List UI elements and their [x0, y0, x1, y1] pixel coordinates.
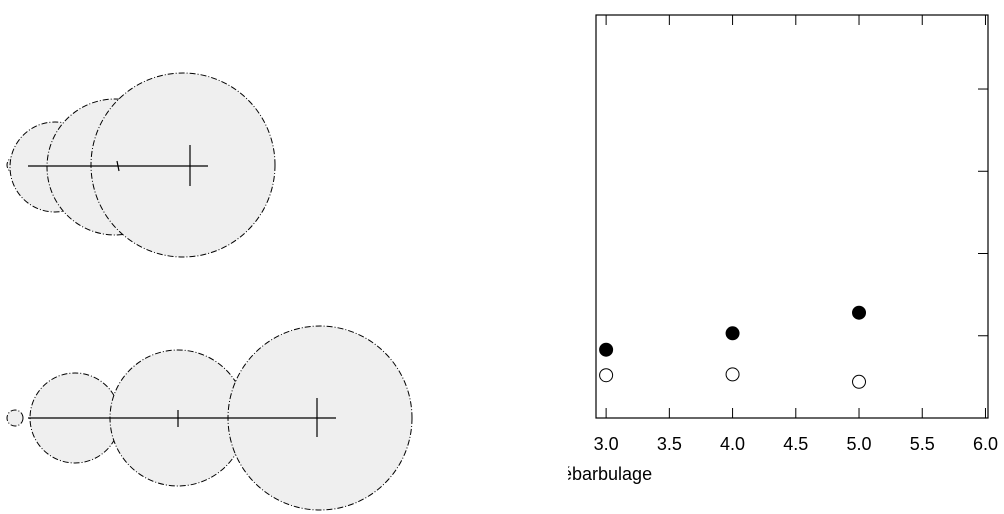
x-tick-label: 4.0	[720, 434, 745, 454]
point	[725, 326, 740, 341]
x-tick-label: 5.5	[910, 434, 935, 454]
x-tick-label: 4.5	[783, 434, 808, 454]
x-tick-label: 3.0	[594, 434, 619, 454]
x-axis-label: ébarbulage	[562, 464, 652, 484]
point	[725, 367, 740, 382]
point	[599, 342, 614, 357]
point	[852, 374, 867, 389]
plot-frame	[595, 14, 989, 419]
point	[852, 305, 867, 320]
crop-mask	[430, 440, 568, 500]
x-tick-label: 6.0	[973, 434, 998, 454]
point	[599, 368, 614, 383]
x-tick-label: 3.5	[657, 434, 682, 454]
shape-diagram-bottom	[6, 325, 413, 511]
x-tick-label: 5.0	[847, 434, 872, 454]
shape-diagram-top	[6, 72, 276, 258]
